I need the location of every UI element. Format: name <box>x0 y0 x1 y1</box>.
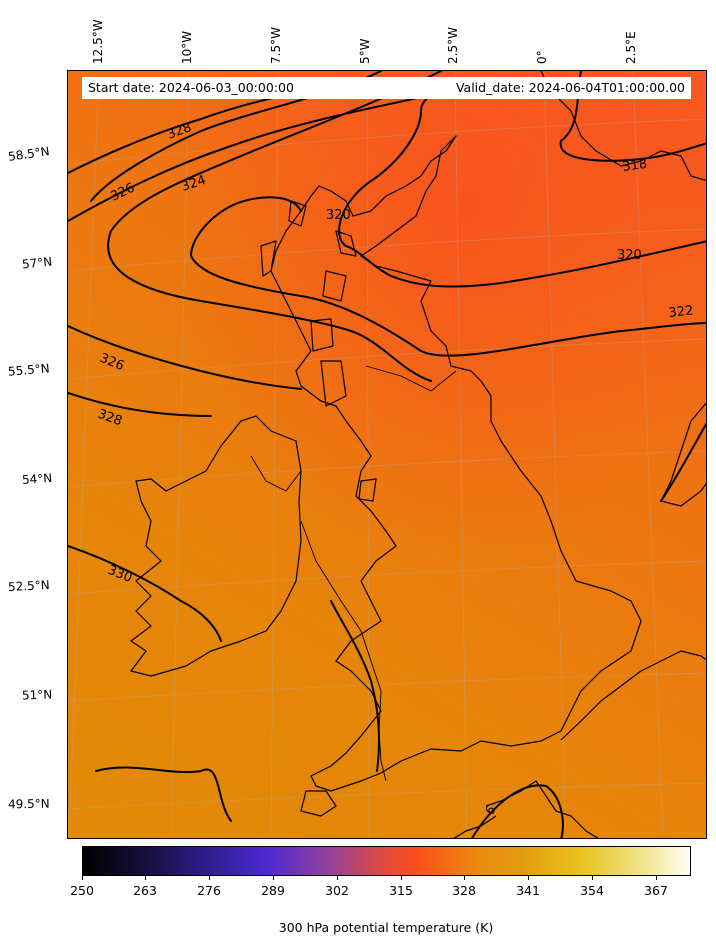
contour-wales <box>330 600 380 772</box>
contour-east <box>660 422 706 502</box>
lat-label-51n: 51°N <box>21 687 53 703</box>
lat-label-58-5n: 58.5°N <box>7 144 51 164</box>
colorbar-label-328: 328 <box>452 883 476 898</box>
lat-label-52-5n: 52.5°N <box>7 577 51 595</box>
colorbar-label-367: 367 <box>644 883 668 898</box>
colorbar-label-354: 354 <box>580 883 604 898</box>
colorbar-tick <box>656 876 657 880</box>
lon-label-12-5w: 12.5°W <box>91 19 105 64</box>
contour-320b <box>189 196 706 357</box>
colorbar-label-302: 302 <box>325 883 349 898</box>
colorbar-tick <box>464 876 465 880</box>
field-cold-core <box>68 71 706 838</box>
lon-label-0: 0° <box>535 50 549 64</box>
lon-label-10w: 10°W <box>180 30 194 64</box>
colorbar-title: 300 hPa potential temperature (K) <box>278 920 494 935</box>
lat-label-49-5n: 49.5°N <box>7 796 50 812</box>
start-date-text: Start date: 2024-06-03_00:00:00 <box>88 80 294 95</box>
contour-326b <box>68 325 302 390</box>
lon-label-7-5w: 7.5°W <box>269 27 283 64</box>
map-canvas: 328 324 326 320 318 320 322 326 328 330 … <box>68 71 706 838</box>
colorbar-label-263: 263 <box>133 883 157 898</box>
colorbar-label-315: 315 <box>389 883 413 898</box>
contour-label-320-east: 320 <box>617 248 642 263</box>
contour-se <box>471 784 564 838</box>
contour-328b <box>68 392 212 417</box>
colorbar-tick <box>145 876 146 880</box>
contour-320 <box>338 85 706 288</box>
colorbar-tick <box>82 876 83 880</box>
lat-label-57n: 57°N <box>21 254 53 272</box>
valid-date-text: Valid_date: 2024-06-04T01:00:00.00 <box>455 80 685 95</box>
colorbar-label-276: 276 <box>197 883 221 898</box>
colorbar-tick <box>592 876 593 880</box>
colorbar-label-250: 250 <box>70 883 94 898</box>
contour-label-320-scot: 320 <box>326 208 351 223</box>
contour-label-324: 324 <box>180 173 208 195</box>
colorbar <box>82 846 691 876</box>
lon-label-2-5w: 2.5°W <box>446 27 460 64</box>
contour-324 <box>107 71 442 382</box>
colorbar-label-341: 341 <box>516 883 540 898</box>
colorbar-tick <box>401 876 402 880</box>
colorbar-tick <box>528 876 529 880</box>
lat-label-55-5n: 55.5°N <box>7 361 51 379</box>
lat-label-54n: 54°N <box>21 470 53 488</box>
colorbar-tick <box>209 876 210 880</box>
contour-south <box>95 766 232 822</box>
lon-label-5w: 5°W <box>358 38 372 65</box>
contour-label-322: 322 <box>668 303 694 321</box>
contour-label-318: 318 <box>621 157 648 175</box>
map-panel: 328 324 326 320 318 320 322 326 328 330 … <box>67 70 707 839</box>
colorbar-label-289: 289 <box>261 883 285 898</box>
contour-318 <box>559 71 706 162</box>
date-info-box: Start date: 2024-06-03_00:00:00 Valid_da… <box>82 77 691 99</box>
colorbar-tick <box>337 876 338 880</box>
contour-330 <box>68 545 222 642</box>
borders <box>250 365 457 782</box>
colorbar-tick <box>273 876 274 880</box>
coastlines <box>130 71 706 838</box>
contour-326 <box>68 90 452 222</box>
contours <box>68 71 706 838</box>
lon-label-2-5e: 2.5°E <box>624 31 638 64</box>
